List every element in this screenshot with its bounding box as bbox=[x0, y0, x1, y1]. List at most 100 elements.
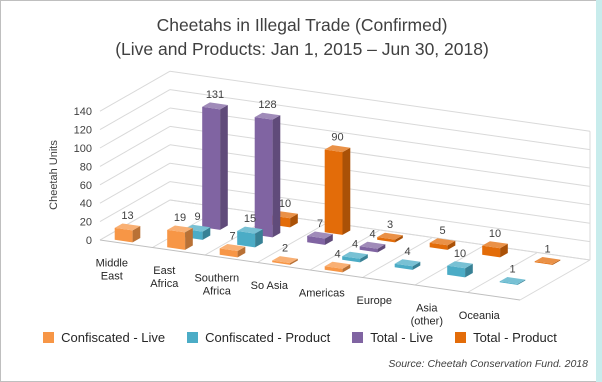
data-label: 19 bbox=[174, 212, 186, 224]
data-label: 1 bbox=[544, 244, 550, 256]
data-label: 10 bbox=[279, 198, 291, 210]
category-label: Europe bbox=[357, 295, 392, 307]
bar-total-product-5: 5 bbox=[429, 225, 456, 250]
window-edge-strip bbox=[596, 0, 602, 382]
data-label: 128 bbox=[258, 99, 276, 111]
legend-swatch bbox=[455, 332, 467, 343]
back-gridline bbox=[169, 107, 591, 169]
category-label: Middle East bbox=[96, 257, 128, 282]
y-tick-label: 80 bbox=[80, 161, 92, 173]
side-gridline bbox=[99, 144, 171, 186]
bar-total-live-4: 4 bbox=[359, 228, 386, 253]
legend-swatch bbox=[352, 332, 364, 343]
data-label: 2 bbox=[282, 243, 288, 255]
bar-total-live-2: 128 bbox=[254, 99, 281, 238]
bar-confiscated-product-4: 4 bbox=[342, 238, 368, 263]
back-gridline bbox=[169, 125, 591, 187]
category-label: Southern Africa bbox=[194, 272, 239, 297]
bar-confiscated-product-7: 1 bbox=[499, 264, 526, 285]
bar-confiscated-live-0: 13 bbox=[114, 210, 141, 243]
bar-total-product-3: 90 bbox=[324, 132, 351, 235]
floor-back-edge bbox=[169, 199, 591, 261]
bar-total-product-6: 10 bbox=[482, 228, 508, 258]
bar-confiscated-live-2: 7 bbox=[219, 231, 246, 258]
bar-total-live-1: 131 bbox=[202, 89, 228, 230]
data-label: 7 bbox=[229, 231, 235, 243]
floor-gridline bbox=[362, 237, 433, 278]
bar-total-product-7: 1 bbox=[534, 244, 561, 265]
data-label: 4 bbox=[352, 238, 358, 250]
legend-swatch bbox=[187, 332, 199, 343]
bar-confiscated-live-1: 19 bbox=[167, 212, 193, 250]
legend-swatch bbox=[43, 332, 55, 343]
chart-subtitle: (Live and Products: Jan 1, 2015 – Jun 30… bbox=[115, 39, 489, 59]
bar-confiscated-live-3: 2 bbox=[272, 243, 298, 265]
data-label: 4 bbox=[334, 248, 340, 260]
floor-gridline bbox=[309, 229, 381, 271]
floor-gridline bbox=[257, 222, 328, 263]
floor-gridline bbox=[467, 252, 538, 293]
floor-front-edge bbox=[99, 239, 521, 301]
back-gridline bbox=[169, 162, 591, 224]
back-gridline bbox=[169, 144, 591, 206]
y-tick-label: 100 bbox=[74, 143, 92, 155]
back-gridline bbox=[169, 89, 591, 151]
y-tick-label: 20 bbox=[80, 217, 92, 229]
category-label: East Africa bbox=[150, 265, 179, 290]
data-label: 131 bbox=[206, 89, 224, 101]
bar-total-live-3: 7 bbox=[307, 218, 333, 245]
bar-confiscated-product-6: 10 bbox=[447, 248, 473, 278]
y-axis-ticks: 0 20 40 60 80 100 120 140 bbox=[74, 106, 92, 247]
data-label: 15 bbox=[244, 213, 256, 225]
category-label: So Asia bbox=[251, 280, 289, 292]
side-gridline bbox=[99, 107, 171, 149]
data-label: 4 bbox=[404, 246, 410, 258]
legend-item: Confiscated - Product bbox=[187, 330, 330, 345]
side-gridline bbox=[99, 89, 171, 131]
data-label: 7 bbox=[317, 218, 323, 230]
bar-confiscated-product-2: 15 bbox=[237, 213, 263, 248]
back-gridline bbox=[169, 181, 591, 243]
back-gridline bbox=[169, 70, 591, 132]
data-label: 90 bbox=[331, 132, 343, 144]
source-note: Source: Cheetah Conservation Fund. 2018 bbox=[388, 358, 588, 370]
bar-total-product-4: 3 bbox=[377, 219, 403, 243]
data-label: 4 bbox=[369, 228, 375, 240]
y-tick-label: 140 bbox=[74, 106, 92, 118]
floor-gridline bbox=[519, 259, 591, 301]
legend-item: Total - Product bbox=[455, 330, 557, 345]
side-gridline bbox=[99, 181, 171, 223]
y-tick-label: 60 bbox=[80, 180, 92, 192]
gridlines bbox=[99, 70, 591, 301]
data-label: 5 bbox=[439, 225, 445, 237]
legend: Confiscated - Live Confiscated - Product T… bbox=[0, 330, 600, 345]
category-label: Oceania bbox=[459, 310, 501, 322]
category-label: Asia (other) bbox=[411, 302, 443, 327]
data-label: 13 bbox=[121, 210, 133, 222]
data-label: 3 bbox=[387, 219, 393, 231]
side-gridline bbox=[99, 162, 171, 204]
legend-item: Confiscated - Live bbox=[43, 330, 165, 345]
floor-gridline bbox=[99, 199, 171, 241]
bar-confiscated-live-4: 4 bbox=[324, 248, 351, 273]
y-tick-label: 40 bbox=[80, 198, 92, 210]
y-axis-label: Cheetah Units bbox=[48, 140, 60, 210]
legend-label: Total - Live bbox=[370, 330, 434, 345]
side-gridline bbox=[99, 125, 171, 167]
legend-label: Total - Product bbox=[473, 330, 557, 345]
data-label: 9 bbox=[194, 211, 200, 223]
category-labels: Middle East East Africa Southern Africa So Asi… bbox=[96, 257, 501, 327]
chart-title: Cheetahs in Illegal Trade (Confirmed) bbox=[157, 15, 448, 35]
data-label: 10 bbox=[454, 248, 466, 260]
legend-label: Confiscated - Live bbox=[61, 330, 166, 345]
bar-confiscated-product-5: 4 bbox=[394, 246, 421, 270]
y-tick-label: 120 bbox=[74, 125, 92, 137]
data-label: 10 bbox=[489, 228, 501, 240]
category-label: Americas bbox=[299, 287, 345, 299]
data-label: 1 bbox=[509, 264, 515, 276]
legend-item: Total - Live bbox=[352, 330, 433, 345]
side-gridline bbox=[99, 70, 171, 112]
y-tick-label: 0 bbox=[86, 235, 92, 247]
